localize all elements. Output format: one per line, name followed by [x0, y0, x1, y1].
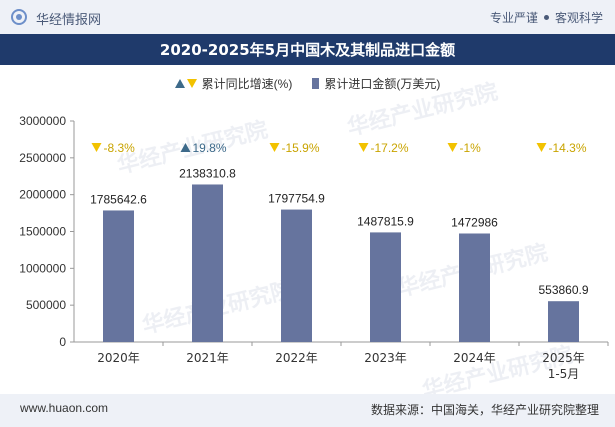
bar — [459, 233, 490, 342]
footer: www.huaon.com 数据来源：中国海关，华经产业研究院整理 — [0, 394, 615, 427]
chart-title: 2020-2025年5月中国木及其制品进口金额 — [159, 41, 456, 59]
y-tick-label: 2500000 — [19, 151, 66, 165]
bar-value-label: 1797754.9 — [268, 192, 325, 206]
bar-value-label: 1472986 — [451, 215, 498, 229]
legend-amount-label: 累计进口金额(万美元) — [324, 76, 441, 91]
growth-down-triangle — [447, 143, 458, 152]
growth-value-label: -15.9% — [282, 141, 320, 155]
triangle-down-icon — [186, 78, 197, 88]
chart-legend: 累计同比增速(%) 累计进口金额(万美元) — [0, 74, 615, 92]
bar-value-label: 2138310.8 — [179, 166, 236, 180]
bar-swatch-icon — [312, 77, 320, 89]
bar — [548, 301, 579, 342]
y-tick-label: 500000 — [26, 298, 66, 312]
footer-url[interactable]: www.huaon.com — [20, 401, 109, 415]
footer-source: 数据来源：中国海关，华经产业研究院整理 — [370, 403, 599, 417]
bar — [370, 232, 401, 342]
growth-up-triangle — [180, 143, 191, 152]
dot-separator — [543, 15, 549, 20]
legend-growth-label: 累计同比增速(%) — [201, 76, 293, 91]
growth-down-triangle — [536, 143, 547, 152]
title-bar: 2020-2025年5月中国木及其制品进口金额 — [0, 34, 615, 65]
bar — [281, 209, 312, 342]
y-tick-label: 1000000 — [19, 261, 66, 275]
x-tick-label: 2022年 — [275, 351, 318, 365]
top-bar: 华经情报网 专业严谨 客观科学 — [0, 0, 615, 34]
growth-value-label: -1% — [460, 141, 482, 155]
legend-growth: 累计同比增速(%) — [174, 75, 293, 92]
bar — [103, 210, 134, 342]
brand-tags: 专业严谨 客观科学 — [490, 9, 603, 26]
x-tick-label: 1-5月 — [548, 367, 580, 381]
bar-value-label: 1487815.9 — [357, 214, 414, 228]
bar-value-label: 1785642.6 — [90, 192, 147, 206]
bar-value-label: 553860.9 — [538, 283, 588, 297]
growth-value-label: 19.8% — [193, 141, 227, 155]
x-tick-label: 2025年 — [542, 351, 585, 365]
legend-amount: 累计进口金额(万美元) — [312, 75, 440, 92]
tag-2: 客观科学 — [554, 11, 603, 25]
bar — [192, 184, 223, 342]
growth-value-label: -8.3% — [104, 141, 136, 155]
growth-value-label: -14.3% — [549, 141, 587, 155]
y-tick-label: 0 — [59, 335, 66, 349]
bar-chart: 0 500000 1000000 1500000 2000000 2500000 30000… — [19, 114, 609, 381]
logo-icon — [11, 9, 27, 25]
growth-down-triangle — [358, 143, 369, 152]
y-tick-label: 1500000 — [19, 225, 66, 239]
y-tick-label: 2000000 — [19, 188, 66, 202]
x-tick-label: 2020年 — [97, 351, 140, 365]
triangle-up-icon — [174, 78, 185, 88]
tag-1: 专业严谨 — [489, 11, 538, 25]
growth-down-triangle — [91, 143, 102, 152]
y-tick-label: 3000000 — [19, 114, 66, 128]
x-tick-label: 2023年 — [364, 351, 407, 365]
x-tick-label: 2024年 — [453, 351, 496, 365]
growth-down-triangle — [269, 143, 280, 152]
brand-name: 华经情报网 — [36, 12, 102, 27]
growth-value-label: -17.2% — [371, 141, 409, 155]
x-tick-label: 2021年 — [186, 351, 229, 365]
